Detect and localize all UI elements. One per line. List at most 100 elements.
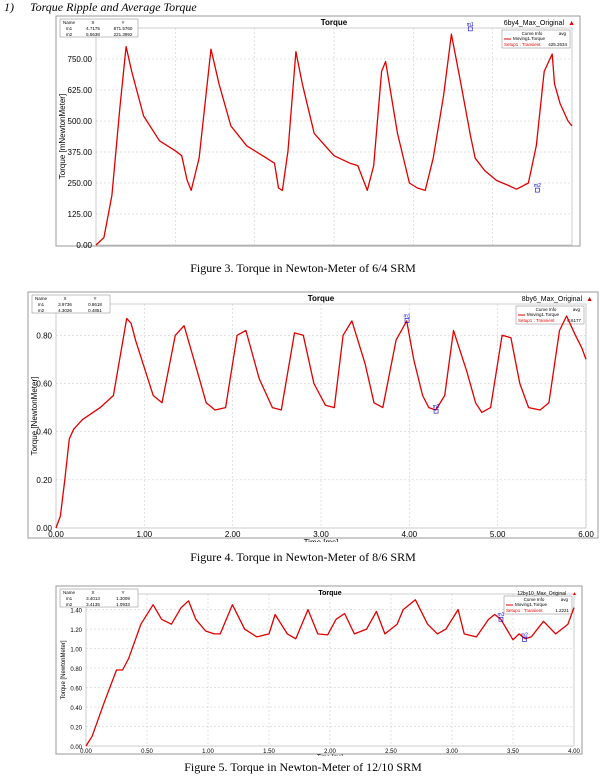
figure-5-caption: Figure 5. Torque in Newton-Meter of 12/1… [184,760,422,774]
section-title: Torque Ripple and Average Torque [30,0,197,14]
y-axis-label: Torque [NewtonMeter] [61,640,67,699]
markers-table-cell: 1.0933 [116,602,130,607]
markers-table-box [31,294,111,314]
torque-chart-8by6: 0.00 0.20 0.40 0.60 0.80 0.00 1.00 2.00 3.00 4.00… [27,291,599,542]
markers-table-cell: m2 [66,602,73,607]
y-tick-label: 1.20 [70,628,82,634]
markers-table-cell: 5.5638 [86,32,100,37]
chart-watermark: 12by10_Max_Original [517,591,566,597]
collapse-arrow-icon: ▲ [568,20,575,27]
markers-table-header: Y [121,20,124,25]
markers-table: Name X Ym1 3.9736 0.8618 m2 4.3026 0.4851 [31,294,111,314]
markers-table-cell: 4.3026 [58,308,72,313]
legend-header: avg [573,307,581,312]
legend-header: Curve Info [524,597,545,602]
x-tick-label: 3.50 [507,749,519,755]
section-number: 1) [4,0,14,14]
markers-table-cell: 3.4013 [86,596,100,601]
section-heading: 1) Torque Ripple and Average Torque [4,0,197,15]
x-tick-label: 2.50 [385,749,397,755]
legend-setup: Setup1 : Transient [504,42,541,47]
torque-curve [55,315,587,529]
chart-watermark: 8by6_Max_Original [522,296,583,303]
x-tick-label: 4.00 [402,530,418,539]
x-tick-label: 6.00 [578,530,594,539]
y-tick-label: 750.00 [68,55,93,64]
markers-table-cell: 3.4135 [86,602,100,607]
torque-chart-6by4: 0.00 125.00 250.00 375.00 500.00 625.00 750.00… [55,15,581,248]
markers-table-header: Name [63,20,76,25]
legend-header: Curve Info [536,307,557,312]
marker-point [404,318,410,323]
marker-point [433,408,439,414]
legend-series-name: Moving1.Torque [513,36,546,41]
x-tick-label: 1.00 [168,247,184,248]
x-axis-label: Time [ms] [317,755,343,756]
chart-title: Torque [318,590,341,597]
legend-series-name: Moving1.Torque [515,602,548,607]
torque-curve [85,599,575,747]
y-tick-label: 0.60 [70,687,82,693]
markers-table-cell: 1.3009 [116,596,130,601]
y-tick-label: 250.00 [68,179,93,188]
torque-curve [95,33,573,246]
marker-point [498,616,504,622]
figure-3-caption: Figure 3. Torque in Newton-Meter of 6/4 … [190,261,416,275]
legend-avg-value: 1.2221 [555,608,569,613]
y-tick-label: 0.80 [70,667,82,673]
x-tick-label: 0.50 [141,749,153,755]
collapse-arrow-icon: ▲ [572,591,577,597]
y-tick-label: 0.00 [70,745,82,751]
x-tick-label: 2.00 [247,247,263,248]
markers-table-cell: m2 [38,308,45,313]
collapse-arrow-icon: ▲ [586,296,593,303]
legend-box [501,29,571,49]
x-tick-label: 1.50 [263,749,275,755]
x-tick-label: 4.00 [568,749,580,755]
legend-avg-value: 425.2634 [548,42,567,47]
markers-table-header: Name [63,590,76,595]
markers-table-cell: 3.9736 [58,302,72,307]
x-tick-label: 0.00 [48,530,64,539]
markers-table-box [59,18,139,38]
markers-table-header: X [63,296,66,301]
y-tick-label: 125.00 [68,210,93,219]
x-tick-label: 5.00 [490,530,506,539]
marker-label: m1 [497,612,504,618]
markers-table-cell: m1 [66,596,73,601]
legend-avg-value: 0.6177 [567,318,581,323]
marker-label: m2 [433,404,440,410]
markers-table: Name X Ym1 3.4013 1.3009 m2 3.4135 1.0933 [59,588,139,608]
legend-box [515,305,585,325]
marker-label: m2 [534,183,541,189]
x-tick-label: 3.00 [313,530,329,539]
y-tick-label: 0.20 [36,476,52,485]
legend-setup: Setup1 : Transient [518,318,555,323]
torque-chart-12by10: 0.00 0.20 0.40 0.60 0.80 1.00 1.20 1.40 0.00 0.50… [55,585,583,756]
y-tick-label: 375.00 [68,148,93,157]
markers-table-cell: 0.4851 [88,308,102,313]
legend-series-name: Moving1.Torque [527,312,560,317]
x-tick-label: 5.00 [485,247,501,248]
x-tick-label: 6.00 [564,247,580,248]
marker-label: m1 [467,22,474,28]
x-tick-label: 2.00 [225,530,241,539]
markers-table-cell: m1 [38,302,45,307]
y-axis-label: Torque [mNewtonMeter] [58,94,67,179]
marker-point [535,187,540,193]
markers-table-header: X [91,20,94,25]
x-axis-label: Time [ms] [304,538,339,542]
legend-header: avg [559,31,567,36]
markers-table-cell: 221.3992 [114,32,133,37]
y-tick-label: 1.00 [70,648,82,654]
markers-table-header: Name [35,296,48,301]
x-tick-label: 1.00 [137,530,153,539]
chart-title: Torque [308,294,335,303]
markers-table: Name X Ym1 4.7175 871.5760 m2 5.5638 221.3992 [59,18,139,38]
markers-table-box [59,588,139,608]
legend-header: Curve Info [522,31,543,36]
markers-table-cell: 871.5760 [114,26,133,31]
